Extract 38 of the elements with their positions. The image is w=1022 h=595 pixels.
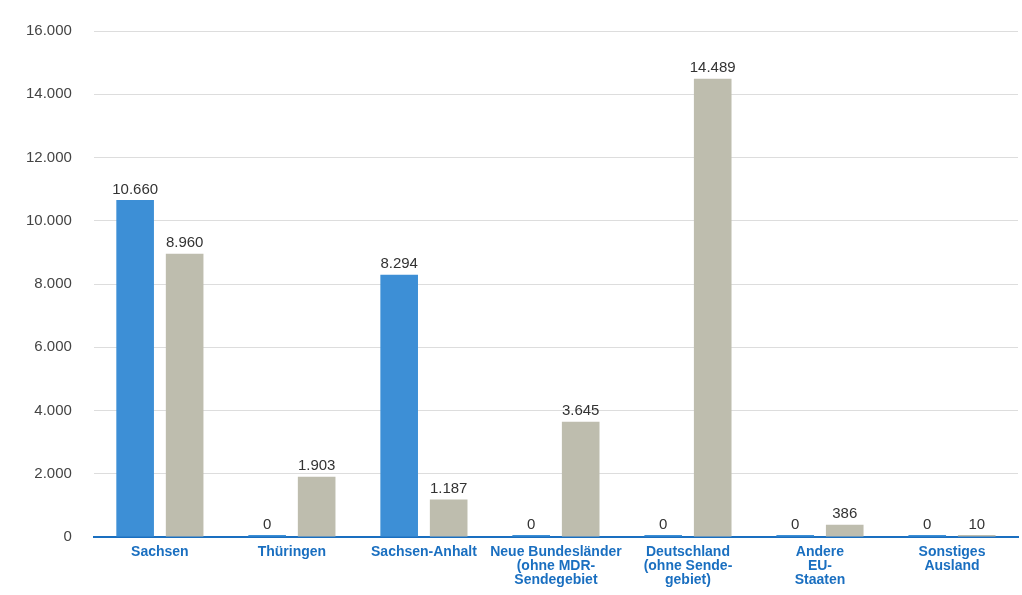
bar (116, 199, 154, 537)
data-label: 1.903 (297, 456, 336, 474)
bar (429, 499, 468, 537)
x-tick-label: Sachsen-Anhalt (371, 542, 478, 559)
data-label: 0 (923, 514, 932, 532)
x-tick-label: Andere EU- Staaten (794, 542, 846, 587)
x-tick-label: Deutschland (ohne Sende- gebiet) (643, 542, 733, 587)
bar (165, 253, 204, 537)
y-tick-label: 0 (63, 527, 72, 545)
x-tick-label: Neue Bundesländer (ohne MDR- Sendegebiet (490, 542, 623, 587)
y-tick-label: 12.000 (25, 147, 72, 165)
data-label: 0 (527, 514, 536, 532)
bar (825, 524, 864, 537)
x-tick-label: Sachsen (131, 542, 189, 559)
y-tick-label: 6.000 (34, 337, 72, 355)
data-label: 10.660 (112, 179, 159, 197)
data-label: 3.645 (561, 401, 600, 419)
y-tick-label: 16.000 (25, 21, 72, 39)
x-tick-label: Sonstiges Ausland (918, 542, 986, 573)
y-tick-label: 8.000 (34, 274, 72, 292)
y-tick-label: 10.000 (25, 210, 72, 228)
bar (561, 421, 600, 537)
y-tick-label: 14.000 (25, 84, 72, 102)
data-label: 386 (832, 504, 858, 522)
data-label: 10 (968, 514, 986, 532)
bar (380, 274, 418, 537)
data-label: 1.187 (429, 479, 468, 497)
data-label: 14.489 (689, 58, 736, 76)
data-label: 8.294 (380, 254, 418, 272)
y-tick-label: 2.000 (34, 463, 72, 481)
data-label: 0 (659, 514, 668, 532)
data-label: 8.960 (165, 233, 204, 251)
data-label: 0 (262, 514, 272, 532)
y-tick-label: 4.000 (34, 400, 72, 418)
x-tick-label: Thüringen (257, 542, 327, 559)
bar (693, 78, 732, 537)
bar (297, 476, 336, 537)
data-label: 0 (791, 514, 800, 532)
